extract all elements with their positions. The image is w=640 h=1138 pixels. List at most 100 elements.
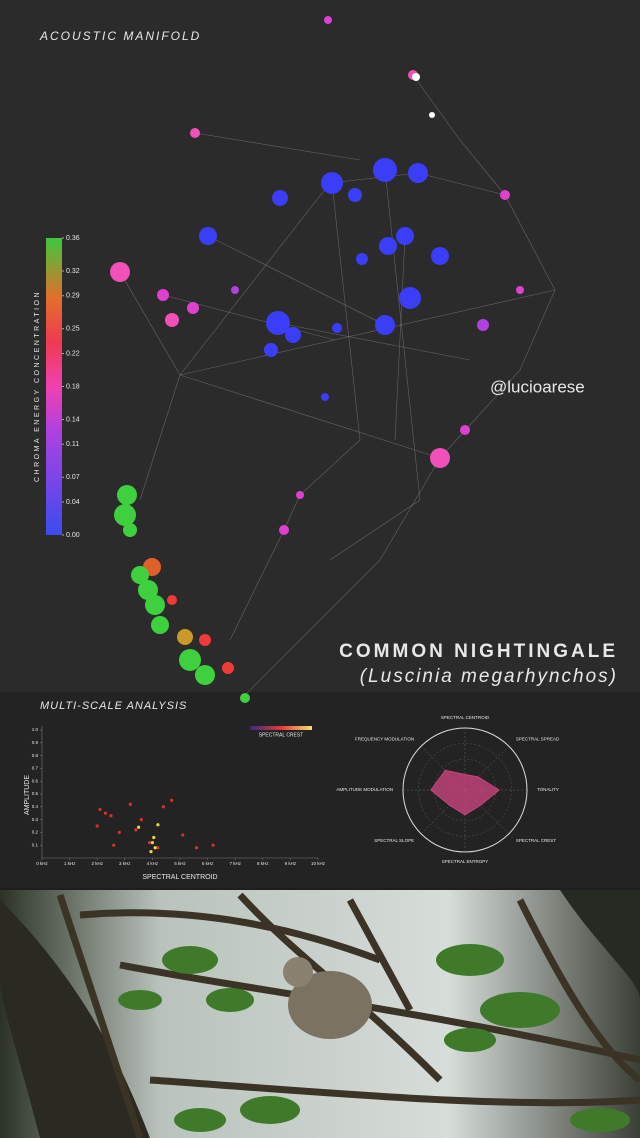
node	[117, 485, 137, 505]
y-tick-label: 0.6	[32, 778, 39, 783]
y-tick-label: 0.3	[32, 817, 39, 822]
crest-colorbar	[250, 726, 312, 730]
x-tick-label: 7 kHz	[229, 861, 241, 866]
point	[98, 807, 102, 811]
node	[500, 190, 510, 200]
node	[240, 693, 250, 703]
node	[266, 311, 290, 335]
colorbar-tick-label: 0.36	[66, 235, 80, 242]
radar-label: TONALITY	[537, 787, 559, 792]
x-tick-label: 8 kHz	[257, 861, 269, 866]
nodes	[110, 16, 524, 703]
node	[356, 253, 368, 265]
node	[110, 262, 130, 282]
node	[431, 247, 449, 265]
analysis-bg	[0, 692, 640, 888]
node	[179, 649, 201, 671]
point	[134, 828, 138, 832]
x-tick-label: 10 kHz	[311, 861, 326, 866]
bird	[288, 971, 372, 1039]
colorbar-tick-label: 0.22	[66, 350, 80, 357]
node	[379, 237, 397, 255]
point	[128, 802, 132, 806]
node	[199, 227, 217, 245]
node	[167, 595, 177, 605]
x-tick-label: 2 kHz	[91, 861, 103, 866]
radar-label: SPECTRAL SLOPE	[374, 838, 414, 843]
y-tick-label: 0.7	[32, 766, 39, 771]
node	[332, 323, 342, 333]
radar-ring	[418, 743, 512, 837]
x-tick-label: 6 kHz	[202, 861, 214, 866]
y-tick-label: 0.2	[32, 830, 39, 835]
node	[296, 491, 304, 499]
node	[264, 343, 278, 357]
node	[114, 504, 136, 526]
node	[222, 662, 234, 674]
x-axis-label: SPECTRAL CENTROID	[142, 874, 217, 881]
point	[150, 841, 154, 845]
node	[231, 286, 239, 294]
x-tick-label: 5 kHz	[174, 861, 186, 866]
node	[131, 566, 149, 584]
colorbar-tick-label: 0.11	[66, 441, 79, 448]
point	[149, 850, 153, 854]
point	[95, 824, 99, 828]
node	[165, 313, 179, 327]
node	[272, 190, 288, 206]
node	[348, 188, 362, 202]
species-common: COMMON NIGHTINGALE	[339, 641, 618, 662]
node	[157, 289, 169, 301]
point	[148, 841, 152, 845]
node	[477, 319, 489, 331]
manifold-bg	[0, 0, 640, 692]
radar-label: SPECTRAL CENTROID	[441, 715, 490, 720]
point	[181, 833, 185, 837]
node	[321, 172, 343, 194]
leaves	[118, 944, 630, 1132]
photo	[0, 890, 640, 1138]
radar-area	[430, 769, 500, 816]
colorbar	[46, 238, 62, 535]
colorbar-tick-label: 0.14	[66, 416, 80, 423]
crest-label: SPECTRAL CREST	[259, 732, 304, 738]
point	[152, 835, 156, 840]
bird-head	[283, 957, 313, 987]
x-tick-label: 4 kHz	[147, 861, 159, 866]
point	[139, 818, 143, 822]
x-tick-label: 1 kHz	[64, 861, 76, 866]
colorbar-tick-label: 0.32	[66, 268, 80, 275]
colorbar-tick-label: 0.29	[66, 293, 80, 300]
point	[156, 846, 160, 850]
node	[324, 16, 332, 24]
node	[151, 616, 169, 634]
colorbar-tick-label: 0.25	[66, 326, 80, 333]
foliage-dark	[560, 890, 640, 1000]
y-tick-label: 0.4	[32, 804, 39, 809]
y-tick-label: 1.0	[32, 727, 39, 732]
node	[399, 287, 421, 309]
manifold-title: ACOUSTIC MANIFOLD	[39, 29, 201, 43]
node	[145, 595, 165, 615]
point	[112, 843, 116, 847]
x-tick-label: 9 kHz	[285, 861, 297, 866]
y-tick-label: 0.5	[32, 791, 39, 796]
point	[161, 805, 166, 809]
node	[123, 523, 137, 537]
node	[138, 580, 158, 600]
colorbar-tick-label: 0.07	[66, 474, 80, 481]
radar-label: FREQUENCY MODULATION	[355, 736, 414, 741]
point	[153, 846, 157, 850]
colorbar-label: CHROMA ENERGY CONCENTRATION	[34, 290, 41, 482]
node	[460, 425, 470, 435]
colorbar-tick-label: 0.00	[66, 532, 80, 539]
node	[430, 448, 450, 468]
y-tick-label: 0.8	[32, 753, 39, 758]
node	[373, 158, 397, 182]
colorbar-tick-label: 0.18	[66, 383, 80, 390]
node	[408, 163, 428, 183]
radar-label: SPECTRAL SPREAD	[516, 736, 560, 741]
node	[199, 634, 211, 646]
point	[211, 843, 215, 847]
